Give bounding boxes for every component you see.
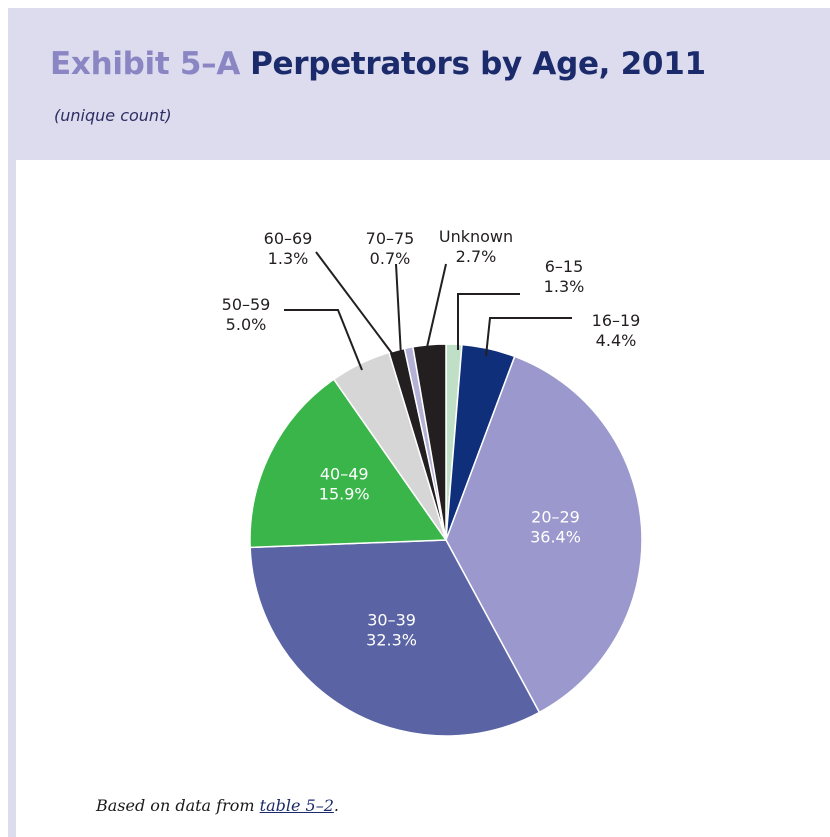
pie-chart: 6–151.3%16–194.4%20–2936.4%30–3932.3%40–…	[222, 227, 643, 737]
leader-line-unknown	[424, 263, 447, 357]
slice-percent-6-15: 1.3%	[544, 277, 585, 296]
exhibit-panel: Exhibit 5–A Perpetrators by Age, 2011 (un…	[8, 8, 830, 837]
exhibit-heading: Exhibit 5–A Perpetrators by Age, 2011	[50, 46, 706, 82]
source-table-link[interactable]: table 5–2	[259, 796, 334, 815]
leader-line-50-59	[284, 309, 363, 371]
leader-line-60-69	[315, 251, 395, 357]
source-prefix: Based on data from	[96, 796, 255, 815]
slice-percent-70-75: 0.7%	[370, 249, 411, 268]
source-suffix: .	[333, 796, 339, 815]
slice-label-20-29: 20–29	[531, 507, 580, 526]
slice-label-40-49: 40–49	[320, 464, 369, 483]
slice-percent-50-59: 5.0%	[226, 315, 267, 334]
slice-label-50-59: 50–59	[222, 295, 271, 314]
slice-percent-60-69: 1.3%	[268, 249, 309, 268]
pie-slices	[249, 343, 643, 737]
pie-slice-unknown	[412, 343, 447, 541]
leader-line-6-15	[457, 293, 520, 350]
leader-line-70-75	[395, 263, 402, 357]
slice-percent-30-39: 32.3%	[366, 630, 417, 649]
slice-percent-20-29: 36.4%	[530, 527, 581, 546]
slice-percent-40-49: 15.9%	[319, 484, 370, 503]
source-note: Based on data from table 5–2.	[96, 796, 339, 815]
slice-percent-16-19: 4.4%	[596, 331, 637, 350]
slice-label-6-15: 6–15	[545, 257, 584, 276]
slice-label-70-75: 70–75	[366, 229, 415, 248]
chart-area: 6–15 1.3% 16–19 4.4% 20–29 36.4% 30–39 32.3% 40–…	[16, 160, 830, 837]
chart-subtitle: (unique count)	[54, 106, 172, 125]
slice-label-60-69: 60–69	[264, 229, 313, 248]
slice-labels: 6–151.3%16–194.4%20–2936.4%30–3932.3%40–…	[222, 227, 641, 649]
chart-title: Perpetrators by Age, 2011	[250, 46, 706, 82]
leader-lines	[284, 251, 572, 371]
slice-percent-unknown: 2.7%	[456, 247, 497, 266]
leader-line-16-19	[485, 317, 572, 357]
pie-slice-30-39	[249, 539, 541, 737]
exhibit-label: Exhibit 5–A	[50, 46, 241, 82]
slice-label-16-19: 16–19	[592, 311, 641, 330]
slice-label-unknown: Unknown	[439, 227, 513, 246]
pie-slice-20-29	[445, 355, 643, 714]
slice-label-30-39: 30–39	[367, 610, 416, 629]
pie-slice-40-49	[249, 378, 448, 549]
